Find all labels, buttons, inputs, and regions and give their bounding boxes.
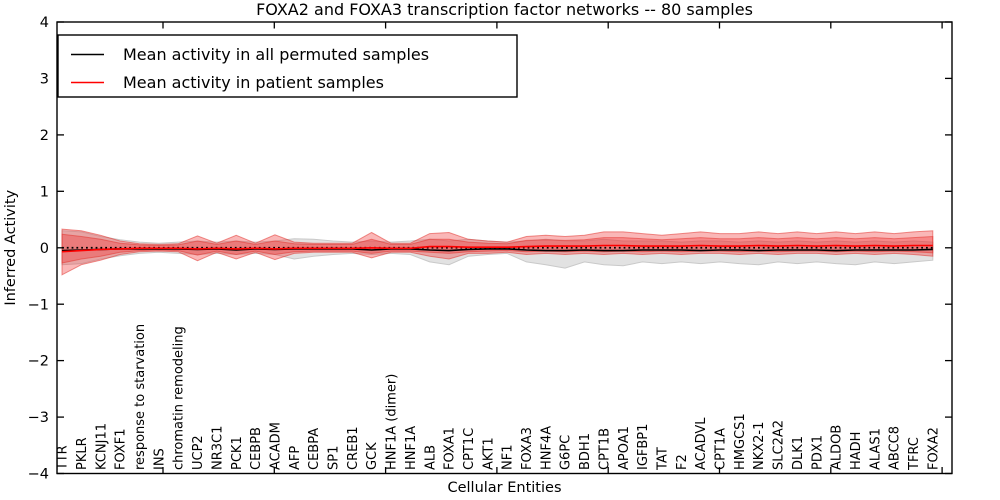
x-category-label: F2 bbox=[675, 454, 690, 470]
patient-samples-range-outer-band bbox=[61, 228, 934, 276]
legend: Mean activity in all permuted samples Mea… bbox=[57, 34, 518, 98]
y-tick-label: −2 bbox=[28, 354, 49, 370]
y-tick-label: 3 bbox=[40, 71, 49, 87]
x-category-label: G6PC bbox=[559, 435, 574, 470]
y-tick-label: 0 bbox=[40, 241, 49, 257]
x-category-label: HADH bbox=[849, 432, 864, 470]
x-category-label: GCK bbox=[365, 442, 380, 470]
x-category-label: chromatin remodeling bbox=[172, 326, 187, 470]
y-tick-label: 4 bbox=[40, 15, 49, 31]
x-category-label: FOXA1 bbox=[443, 427, 458, 470]
x-category-label: NF1 bbox=[501, 445, 516, 470]
x-category-label: PCK1 bbox=[230, 436, 245, 470]
x-category-label: CEBPB bbox=[249, 427, 264, 470]
patient-mean-line bbox=[61, 244, 933, 253]
x-category-label: INS bbox=[152, 448, 167, 470]
x-category-label: PKLR bbox=[75, 437, 90, 470]
x-category-label: response to starvation bbox=[133, 324, 148, 470]
x-category-label: AKT1 bbox=[481, 437, 496, 470]
x-category-label: ACADM bbox=[269, 422, 284, 470]
x-category-label: BDH1 bbox=[578, 433, 593, 470]
y-tick-label: 2 bbox=[40, 128, 49, 144]
x-category-label: FOXA2 bbox=[926, 427, 941, 470]
x-category-label: DLK1 bbox=[791, 436, 806, 470]
x-category-label: PDX1 bbox=[810, 435, 825, 470]
x-category-label: TTR bbox=[56, 445, 71, 471]
x-category-label: HNF4A bbox=[539, 426, 554, 470]
x-category-label: HMGCS1 bbox=[733, 413, 748, 470]
x-category-label: AFP bbox=[288, 446, 303, 470]
x-axis-label: Cellular Entities bbox=[447, 480, 561, 496]
x-category-label: HNF1A bbox=[404, 426, 419, 470]
y-tick-label: 1 bbox=[40, 184, 49, 200]
x-category-label: ACADVL bbox=[694, 417, 709, 470]
legend-label: Mean activity in patient samples bbox=[123, 73, 384, 92]
x-category-label: CPT1A bbox=[714, 428, 729, 470]
x-category-label: CPT1C bbox=[462, 428, 477, 470]
y-tick-label: −3 bbox=[28, 410, 49, 426]
x-category-label: KCNJ11 bbox=[94, 423, 109, 470]
chart-title: FOXA2 and FOXA3 transcription factor net… bbox=[256, 0, 753, 19]
x-category-label: UCP2 bbox=[191, 435, 206, 470]
y-axis-label: Inferred Activity bbox=[3, 189, 19, 305]
x-category-label: ALB bbox=[423, 445, 438, 470]
x-category-label: ALDOB bbox=[830, 425, 845, 470]
legend-box bbox=[57, 34, 518, 98]
x-category-label: NKX2-1 bbox=[752, 422, 767, 470]
y-tick-label: −1 bbox=[28, 297, 49, 313]
x-category-label: CPT1B bbox=[597, 428, 612, 470]
x-category-label: APOA1 bbox=[617, 426, 632, 470]
x-category-label: SP1 bbox=[327, 446, 342, 470]
x-category-label: CEBPA bbox=[307, 428, 322, 470]
x-category-label: ABCC8 bbox=[888, 426, 903, 470]
x-category-label: HNF1A (dimer) bbox=[385, 374, 400, 470]
x-category-label: CREB1 bbox=[346, 426, 361, 470]
x-category-label: FOXA3 bbox=[520, 427, 535, 470]
y-tick-label: −4 bbox=[28, 467, 49, 483]
x-category-label: TAT bbox=[656, 447, 671, 471]
x-category-label: ALAS1 bbox=[868, 428, 883, 470]
x-category-label: TFRC bbox=[907, 437, 922, 471]
x-category-label: SLC2A2 bbox=[772, 420, 787, 470]
x-category-label: NR3C1 bbox=[210, 426, 225, 470]
x-category-label: IGFBP1 bbox=[636, 424, 651, 470]
legend-label: Mean activity in all permuted samples bbox=[123, 45, 429, 64]
x-category-label: FOXF1 bbox=[114, 428, 129, 470]
